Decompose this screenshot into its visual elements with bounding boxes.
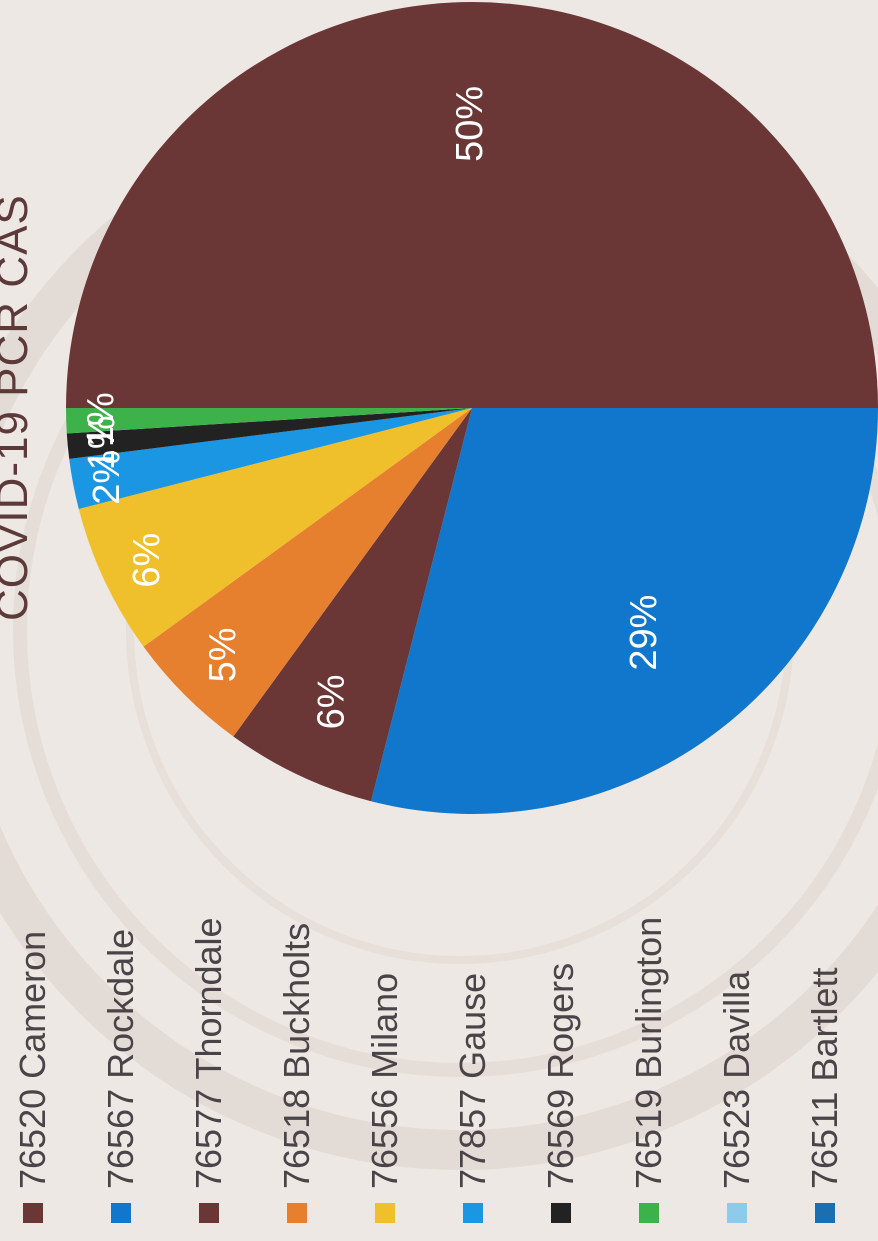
legend-item: 76569 Rogers (536, 963, 586, 1223)
pie-slice-label: 6% (126, 533, 168, 588)
legend-label: 76511 Bartlett (804, 967, 845, 1189)
legend-item: 76523 Davilla (712, 971, 762, 1223)
pie-slice-label: 5% (202, 627, 244, 682)
pie-slice (69, 408, 472, 509)
pie-slice-label: 29% (623, 595, 665, 671)
legend-swatch (551, 1203, 571, 1223)
legend-item: 76518 Buckholts (272, 923, 322, 1223)
pie-slice (78, 408, 472, 647)
legend-swatch (287, 1203, 307, 1223)
pie-slice-label: 50% (449, 86, 491, 162)
legend-swatch (463, 1203, 483, 1223)
pie-slice-labels: 50% 29% 6% 5% 6% 2%1%1% (80, 86, 665, 730)
legend-label: 76520 Cameron (12, 930, 53, 1189)
legend-swatch (375, 1203, 395, 1223)
legend-label: 76577 Thorndale (188, 917, 229, 1189)
legend-item: 76556 Milano (360, 973, 410, 1223)
legend-item: 76577 Thorndale (184, 917, 234, 1223)
legend-label: 76518 Buckholts (276, 922, 317, 1189)
legend-label: 76556 Milano (364, 972, 405, 1189)
pie-slices (66, 2, 878, 814)
legend-item: 77857 Gause (448, 973, 498, 1223)
pie-slice-label: 6% (311, 674, 353, 729)
legend-swatch (639, 1203, 659, 1223)
pie-slice-label: 1% (81, 415, 123, 470)
legend-item: 76519 Burlington (624, 917, 674, 1223)
pie-slice (233, 408, 472, 802)
legend-item: 76567 Rockdale (96, 929, 146, 1223)
legend-label: 76523 Davilla (716, 970, 757, 1189)
pie-slice (371, 408, 878, 814)
pie-slice (66, 2, 878, 408)
pie-slice-label: 1% (80, 392, 122, 447)
legend-swatch (727, 1203, 747, 1223)
pie-slice (66, 408, 472, 459)
legend-swatch (199, 1203, 219, 1223)
legend-item: 76511 Bartlett (800, 968, 850, 1223)
legend: 76520 Cameron 76567 Rockdale 76577 Thornda… (0, 823, 878, 1223)
pie-slice (66, 408, 472, 434)
legend-swatch (23, 1203, 43, 1223)
legend-label: 76519 Burlington (628, 916, 669, 1189)
legend-swatch (815, 1203, 835, 1223)
legend-item: 76520 Cameron (8, 931, 58, 1223)
legend-label: 77857 Gause (452, 972, 493, 1189)
pie-slice (143, 408, 472, 737)
pie-slice-label: 2% (86, 450, 128, 505)
legend-label: 76569 Rogers (540, 962, 581, 1189)
legend-swatch (111, 1203, 131, 1223)
legend-label: 76567 Rockdale (100, 928, 141, 1189)
